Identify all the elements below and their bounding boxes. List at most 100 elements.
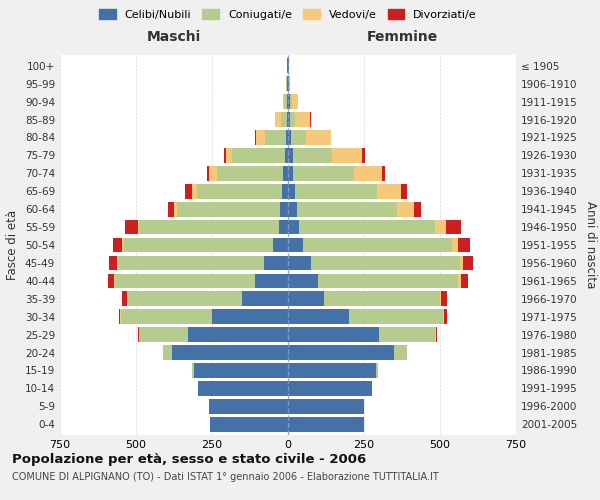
Bar xyxy=(377,184,401,198)
Bar xyxy=(242,292,288,306)
Bar xyxy=(255,130,256,145)
Bar xyxy=(139,220,279,234)
Bar xyxy=(209,166,217,180)
Bar xyxy=(281,112,287,127)
Bar xyxy=(452,238,458,252)
Bar xyxy=(139,328,188,342)
Bar xyxy=(185,184,192,198)
Bar xyxy=(288,166,293,180)
Bar xyxy=(115,274,254,288)
Bar xyxy=(286,130,288,145)
Bar xyxy=(118,256,263,270)
Bar xyxy=(199,381,288,396)
Bar xyxy=(463,256,473,270)
Bar xyxy=(137,220,139,234)
Bar xyxy=(113,238,122,252)
Bar xyxy=(256,130,265,145)
Bar xyxy=(295,112,310,127)
Bar xyxy=(436,328,437,342)
Bar xyxy=(288,417,364,432)
Bar xyxy=(288,76,289,91)
Text: Femmine: Femmine xyxy=(367,30,437,44)
Bar xyxy=(293,166,354,180)
Bar xyxy=(122,292,127,306)
Bar xyxy=(226,148,232,162)
Bar xyxy=(290,94,292,109)
Bar xyxy=(441,292,446,306)
Bar xyxy=(288,363,376,378)
Bar xyxy=(288,148,293,162)
Bar xyxy=(198,381,199,396)
Bar xyxy=(288,256,311,270)
Bar xyxy=(292,94,298,109)
Bar xyxy=(371,381,372,396)
Bar xyxy=(440,292,441,306)
Text: COMUNE DI ALPIGNANO (TO) - Dati ISTAT 1° gennaio 2006 - Elaborazione TUTTITALIA.: COMUNE DI ALPIGNANO (TO) - Dati ISTAT 1°… xyxy=(12,472,439,482)
Bar xyxy=(212,310,288,324)
Bar xyxy=(443,310,444,324)
Bar xyxy=(209,399,288,413)
Bar xyxy=(444,310,447,324)
Bar xyxy=(291,130,306,145)
Bar xyxy=(413,202,421,216)
Bar xyxy=(279,220,288,234)
Bar xyxy=(458,238,470,252)
Bar xyxy=(288,292,325,306)
Bar xyxy=(192,363,194,378)
Bar xyxy=(194,363,288,378)
Bar xyxy=(188,328,288,342)
Text: Popolazione per età, sesso e stato civile - 2006: Popolazione per età, sesso e stato civil… xyxy=(12,452,366,466)
Bar xyxy=(122,238,124,252)
Bar xyxy=(283,166,288,180)
Bar xyxy=(217,166,283,180)
Bar xyxy=(287,112,288,127)
Bar xyxy=(282,184,288,198)
Y-axis label: Fasce di età: Fasce di età xyxy=(7,210,19,280)
Bar xyxy=(288,238,303,252)
Bar xyxy=(354,166,382,180)
Bar xyxy=(382,166,385,180)
Bar xyxy=(121,310,212,324)
Bar xyxy=(284,94,287,109)
Bar xyxy=(192,184,197,198)
Bar xyxy=(319,274,458,288)
Bar xyxy=(285,148,288,162)
Bar xyxy=(332,148,362,162)
Bar xyxy=(461,274,468,288)
Bar xyxy=(172,345,288,360)
Bar xyxy=(325,292,440,306)
Bar xyxy=(283,94,284,109)
Bar xyxy=(288,399,364,413)
Bar xyxy=(286,76,287,91)
Bar xyxy=(288,310,349,324)
Bar xyxy=(299,220,436,234)
Bar xyxy=(174,202,177,216)
Y-axis label: Anni di nascita: Anni di nascita xyxy=(584,202,597,288)
Bar xyxy=(289,76,290,91)
Bar xyxy=(436,220,446,234)
Bar xyxy=(232,148,285,162)
Bar xyxy=(254,274,288,288)
Bar xyxy=(288,184,295,198)
Bar xyxy=(401,184,407,198)
Bar xyxy=(168,202,174,216)
Bar xyxy=(349,310,443,324)
Bar xyxy=(306,130,331,145)
Bar xyxy=(288,274,319,288)
Bar xyxy=(288,202,296,216)
Bar xyxy=(458,274,461,288)
Bar xyxy=(263,256,288,270)
Bar xyxy=(119,310,121,324)
Bar xyxy=(108,274,114,288)
Bar xyxy=(265,130,286,145)
Bar xyxy=(287,94,288,109)
Bar xyxy=(288,345,394,360)
Bar xyxy=(206,166,209,180)
Text: Maschi: Maschi xyxy=(147,30,201,44)
Bar xyxy=(109,256,117,270)
Bar xyxy=(287,58,288,73)
Bar xyxy=(224,148,226,162)
Bar xyxy=(124,238,273,252)
Bar xyxy=(177,202,280,216)
Bar xyxy=(287,76,288,91)
